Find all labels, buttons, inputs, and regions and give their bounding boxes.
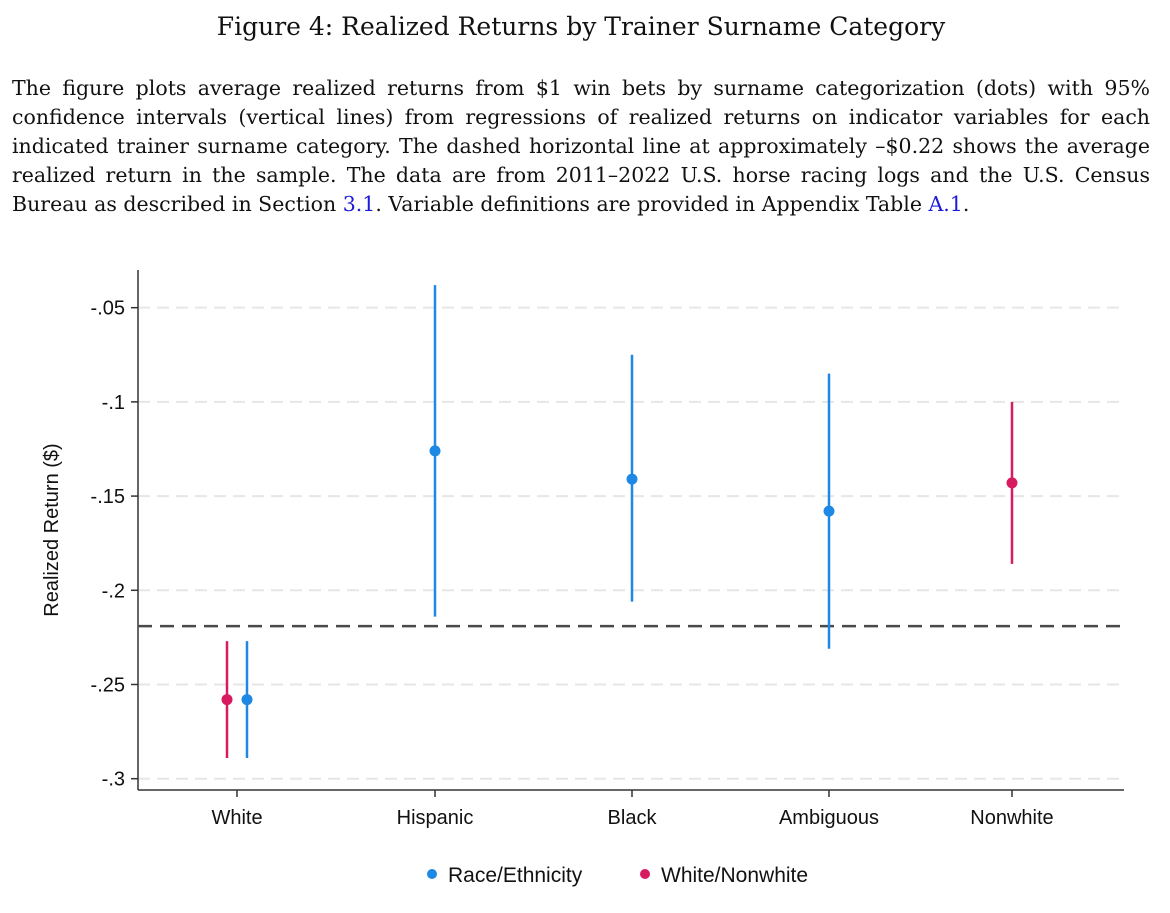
y-tick-label: -.25	[91, 674, 125, 696]
x-tick-label: Ambiguous	[779, 807, 879, 829]
legend-marker	[640, 869, 650, 879]
data-marks	[221, 285, 1018, 758]
x-tick-label: Nonwhite	[970, 807, 1053, 829]
x-tick-label: Black	[608, 807, 658, 829]
point-estimate	[626, 473, 638, 485]
y-tick-label: -.15	[91, 486, 125, 508]
point-estimate	[241, 694, 253, 706]
point-estimate	[823, 505, 835, 517]
caption-text: . Variable definitions are provided in A…	[375, 192, 929, 216]
figure-title: Figure 4: Realized Returns by Trainer Su…	[216, 12, 946, 41]
caption-text: The figure plots average realized return…	[12, 76, 1150, 216]
x-tick-label: Hispanic	[397, 807, 474, 829]
axes: -.05 -.1 -.15 -.2 -.25 -.3 White Hispanic Black A…	[41, 270, 1124, 829]
legend-label: Race/Ethnicity	[448, 864, 583, 887]
legend-marker	[427, 869, 437, 879]
legend-label: White/Nonwhite	[661, 864, 808, 887]
figure-caption: The figure plots average realized return…	[12, 74, 1150, 219]
point-estimate	[221, 694, 233, 706]
y-tick-label: -.1	[102, 392, 125, 414]
gridlines	[138, 306, 1124, 780]
legend: Race/Ethnicity White/Nonwhite	[427, 864, 808, 887]
y-tick-label: -.2	[102, 580, 125, 602]
point-estimate	[429, 445, 441, 457]
y-tick-label: -.3	[102, 769, 125, 791]
x-tick-label: White	[211, 807, 262, 829]
y-tick-label: -.05	[91, 298, 125, 320]
y-axis-title: Realized Return ($)	[41, 443, 63, 616]
point-estimate	[1006, 477, 1018, 489]
appendix-table-link[interactable]: A.1	[928, 192, 963, 216]
section-link[interactable]: 3.1	[342, 192, 376, 216]
caption-text: .	[962, 192, 970, 216]
